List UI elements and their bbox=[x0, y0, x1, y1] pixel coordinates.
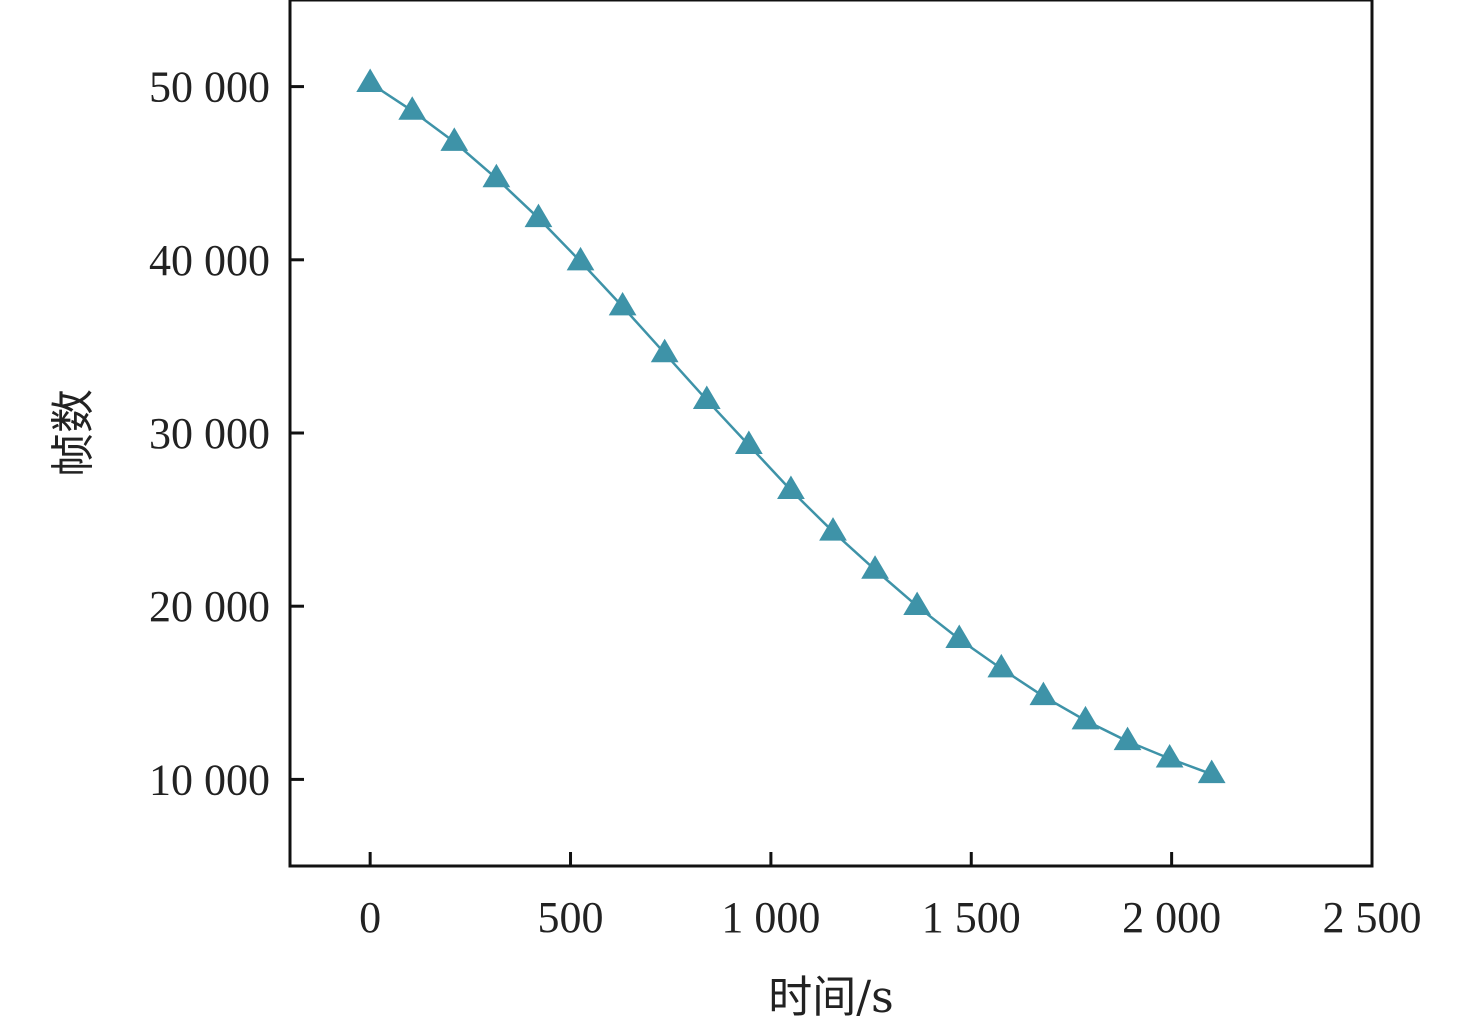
data-point-marker bbox=[861, 555, 889, 579]
data-point-marker bbox=[1197, 759, 1226, 784]
x-tick-label: 2 000 bbox=[1122, 893, 1221, 942]
data-point-marker bbox=[1029, 681, 1058, 706]
data-point-marker bbox=[524, 203, 553, 228]
x-tick-label: 500 bbox=[538, 893, 604, 942]
data-point-marker bbox=[398, 96, 427, 120]
data-point-marker bbox=[608, 291, 637, 316]
y-tick-label: 30 000 bbox=[149, 409, 270, 458]
data-point-marker bbox=[734, 430, 763, 454]
x-tick-label: 2 500 bbox=[1323, 893, 1422, 942]
data-point-marker bbox=[440, 127, 469, 151]
data-point-marker bbox=[945, 624, 974, 648]
y-tick-label: 40 000 bbox=[149, 236, 270, 285]
data-point-marker bbox=[566, 246, 595, 271]
x-tick-label: 0 bbox=[359, 893, 381, 942]
y-tick-label: 50 000 bbox=[149, 63, 270, 112]
y-axis: 10 000 20 000 30 000 40 000 50 000 bbox=[149, 63, 304, 804]
x-axis-title: 时间/s bbox=[768, 972, 893, 1023]
data-point-marker bbox=[1071, 705, 1100, 730]
data-point-marker bbox=[356, 68, 385, 92]
data-point-marker bbox=[650, 338, 679, 363]
series-layer bbox=[356, 68, 1226, 784]
x-tick-label: 1 500 bbox=[922, 893, 1021, 942]
data-point-marker bbox=[987, 653, 1016, 678]
plot-frame bbox=[288, 0, 1374, 868]
x-tick-label: 1 000 bbox=[721, 893, 820, 942]
data-point-marker bbox=[777, 475, 805, 500]
data-point-marker bbox=[819, 517, 847, 541]
data-point-marker bbox=[1155, 743, 1184, 768]
y-tick-label: 20 000 bbox=[149, 582, 270, 631]
data-point-marker bbox=[1113, 726, 1142, 751]
data-point-marker bbox=[692, 385, 721, 409]
x-axis: 0 500 1 000 1 500 2 000 2 500 bbox=[359, 852, 1422, 942]
data-point-marker bbox=[903, 591, 932, 616]
y-axis-title: 帧数 bbox=[48, 389, 99, 477]
data-point-marker bbox=[482, 163, 511, 188]
y-tick-label: 10 000 bbox=[149, 755, 270, 804]
